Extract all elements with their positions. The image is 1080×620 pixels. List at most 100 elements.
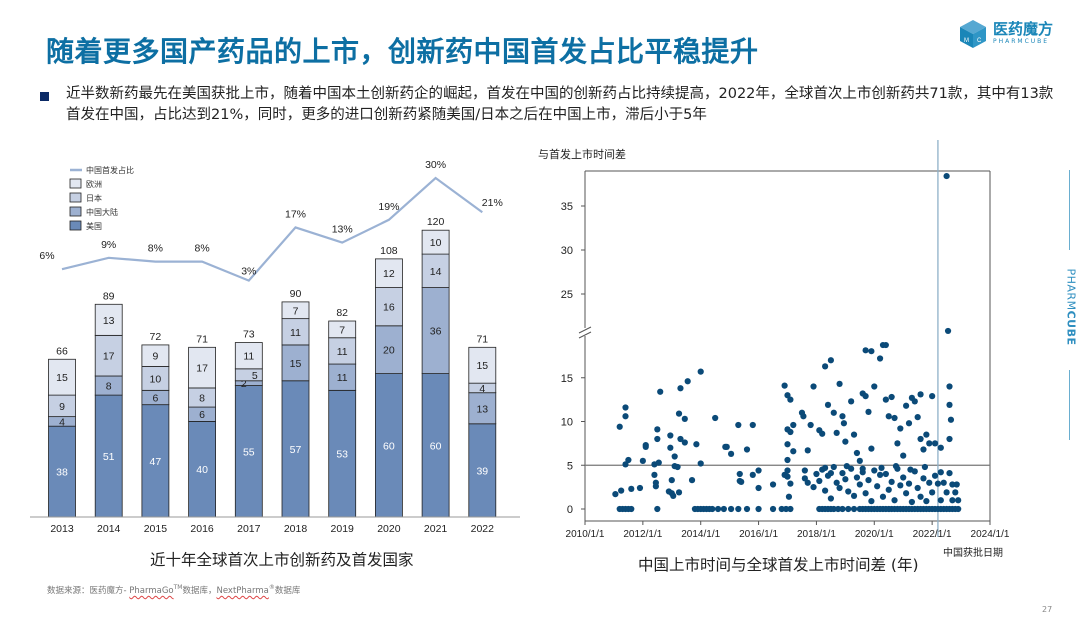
logo-text-en: PHARMCUBE	[993, 38, 1050, 45]
scatter-point	[816, 477, 823, 485]
bar-segment	[94, 334, 123, 377]
scatter-point	[865, 408, 872, 415]
bar-value-label: 20	[383, 345, 395, 357]
scatter-point	[862, 393, 869, 400]
bar-value-label: 6	[152, 393, 158, 405]
side-brand-bold: CUBE	[1064, 310, 1078, 346]
legend-swatch-us	[69, 220, 82, 231]
scatter-point	[655, 459, 662, 466]
scatter-point	[885, 413, 892, 420]
bar-value-label: 38	[56, 467, 68, 479]
scatter-point	[882, 396, 889, 403]
scatter-point	[827, 357, 834, 364]
source-pharmago: PharmaGo	[129, 586, 174, 596]
bar-value-label: 8	[199, 393, 205, 405]
bullet-square-icon	[40, 92, 49, 101]
scatter-point	[654, 426, 661, 433]
scatter-point	[888, 478, 895, 485]
scatter-point	[850, 431, 858, 438]
legend-label-jp: 日本	[86, 193, 102, 203]
x-tick-label: 2018	[284, 523, 308, 535]
brand-logo: M C 医药魔方 PHARMCUBE	[957, 18, 1067, 50]
scatter-point	[622, 404, 629, 411]
bar-value-label: 9	[59, 401, 65, 413]
scatter-point	[946, 435, 953, 443]
scatter-point	[842, 438, 849, 445]
scatter-point	[914, 484, 921, 492]
scatter-point	[929, 489, 936, 496]
scatter-point	[691, 505, 699, 513]
scatter-point	[917, 391, 924, 398]
x-tick-label: 2010/1/1	[566, 529, 605, 540]
source-suffix: 数据库	[274, 586, 301, 596]
source-nextpharma: NextPharma	[216, 586, 269, 596]
bar-total-label: 73	[243, 329, 255, 341]
scatter-point	[943, 489, 950, 496]
bar-value-label: 11	[243, 351, 254, 363]
legend-swatch-cn	[69, 206, 82, 217]
cn-share-label: 19%	[378, 201, 399, 213]
scatter-point	[671, 453, 678, 460]
scatter-point	[735, 505, 742, 513]
scatter-point	[853, 474, 861, 481]
bar-segment	[421, 229, 450, 255]
x-tick-label: 2022/1/1	[913, 529, 952, 540]
scatter-point	[618, 487, 625, 494]
scatter-point	[833, 479, 840, 486]
scatter-point	[885, 486, 892, 493]
bar-total-label: 72	[150, 331, 162, 343]
bar-value-label: 7	[293, 305, 299, 317]
axis-break-mark	[578, 331, 592, 339]
scatter-point	[675, 410, 683, 417]
scatter-point	[822, 363, 829, 370]
bar-chart-title: 近十年全球首次上市创新药及首发国家	[150, 551, 414, 569]
scatter-point	[900, 452, 907, 459]
scatter-point	[848, 398, 855, 405]
scatter-point	[636, 484, 644, 492]
scatter-point	[917, 435, 924, 443]
bar-value-label: 53	[336, 449, 348, 461]
scatter-point	[949, 481, 956, 488]
scatter-point	[952, 489, 959, 496]
bar-value-label: 36	[430, 326, 442, 338]
cn-share-label: 8%	[148, 243, 163, 255]
source-prefix: 数据来源：医药魔方-	[47, 586, 130, 596]
legend-swatch-eu	[69, 178, 82, 189]
scatter-point	[622, 413, 629, 420]
scatter-point	[784, 467, 791, 474]
scatter-point	[616, 423, 623, 430]
scatter-point	[955, 505, 962, 513]
scatter-point	[853, 449, 861, 457]
scatter-point	[697, 460, 704, 467]
scatter-point	[882, 470, 889, 478]
logo-letter-m: M	[964, 38, 969, 44]
x-tick-label: 2021	[424, 523, 448, 535]
scatter-point	[888, 393, 895, 401]
bar-value-label: 39	[476, 465, 488, 477]
scatter-point	[944, 327, 952, 335]
scatter-point	[907, 466, 914, 473]
scatter-point	[850, 492, 858, 499]
scatter-point	[903, 402, 910, 409]
scatter-point	[871, 383, 878, 390]
bar-value-label: 10	[430, 237, 442, 249]
bar-segment	[234, 368, 263, 382]
scatter-point	[949, 497, 956, 504]
scatter-point	[955, 497, 962, 504]
bar-segment	[188, 346, 217, 389]
scatter-point	[781, 382, 788, 389]
scatter-point	[911, 398, 918, 405]
scatter-point	[878, 464, 885, 471]
bar-segment	[141, 344, 170, 367]
scatter-point	[738, 478, 745, 485]
bar-total-label: 71	[476, 333, 488, 345]
bar-total-label: 90	[290, 288, 302, 300]
scatter-point	[697, 368, 704, 375]
bar-value-label: 16	[383, 302, 395, 314]
scatter-point	[749, 421, 756, 429]
x-tick-label: 2016	[190, 523, 214, 535]
scatter-point	[934, 480, 942, 487]
scatter-point	[720, 505, 727, 513]
y-tick-label: 35	[561, 201, 573, 213]
bar-value-label: 60	[430, 440, 442, 452]
